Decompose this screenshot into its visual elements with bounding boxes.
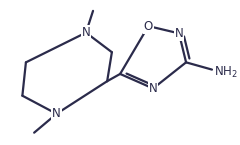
Text: N: N <box>149 82 157 95</box>
Text: N: N <box>82 26 90 39</box>
Text: O: O <box>144 20 153 33</box>
Text: N: N <box>175 27 183 40</box>
Text: N: N <box>52 107 61 120</box>
Text: NH$_2$: NH$_2$ <box>214 65 238 80</box>
